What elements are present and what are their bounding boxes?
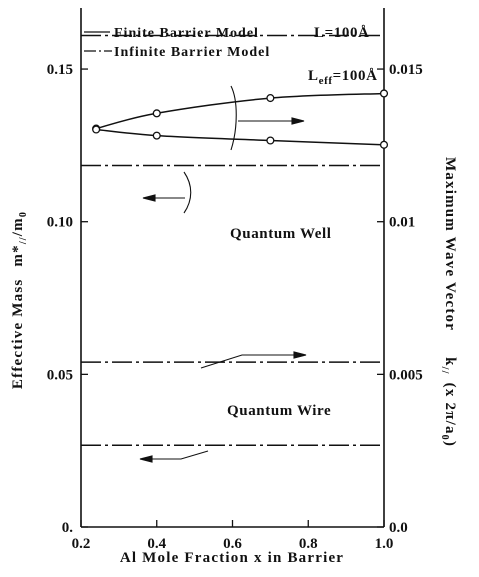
y-right-tick-label: 0.0 bbox=[389, 520, 408, 536]
wire-right-axis-arrow bbox=[200, 354, 303, 369]
y-right-tick-label: 0.005 bbox=[389, 367, 423, 383]
x-tick-label: 1.0 bbox=[375, 536, 394, 552]
wire-left-axis-arrowhead bbox=[139, 455, 153, 463]
y-left-tick-label: 0.15 bbox=[47, 62, 73, 78]
x-tick-label: 0.4 bbox=[147, 536, 166, 552]
axis-pointer-arrows bbox=[139, 85, 307, 463]
wire-left-axis-arrow bbox=[143, 450, 209, 460]
annotation-quantum-wire: Quantum Wire bbox=[227, 403, 331, 419]
y-right-tick-label: 0.015 bbox=[389, 62, 423, 78]
x-axis-title: Al Mole Fraction x in Barrier bbox=[120, 550, 344, 566]
annotation-quantum-well: Quantum Well bbox=[230, 226, 332, 242]
data-point bbox=[379, 89, 389, 98]
y-left-tick-label: 0. bbox=[62, 520, 74, 536]
legend-label-infinite: Infinite Barrier Model bbox=[114, 45, 270, 60]
wire-right-axis-arrowhead bbox=[293, 351, 307, 359]
data-point bbox=[379, 140, 389, 149]
series-line-2 bbox=[96, 128, 385, 146]
data-point bbox=[266, 136, 275, 145]
y-right-tick-label: 0.01 bbox=[389, 215, 415, 231]
data-point bbox=[92, 125, 101, 134]
x-tick-label: 0.2 bbox=[72, 536, 91, 552]
well-right-axis-arrowhead bbox=[291, 117, 305, 125]
y-left-axis-title: Effective Massm*///m0 bbox=[10, 211, 29, 389]
legend-label-finite: Finite Barrier Model bbox=[114, 26, 259, 41]
data-point bbox=[266, 94, 275, 103]
annotation-Leff: Leff=100Å bbox=[308, 68, 378, 87]
ticks: 0.2 0.4 0.6 0.8 1.0 0. 0.05 0.10 0.15 0.0 0.005 0.0… bbox=[47, 62, 423, 552]
y-left-tick-label: 0.05 bbox=[47, 367, 73, 383]
data-point bbox=[152, 109, 161, 118]
well-left-axis-arrowhead bbox=[142, 194, 156, 202]
series-line-1 bbox=[95, 92, 385, 130]
x-tick-label: 0.6 bbox=[223, 536, 242, 552]
annotation-L: L=100Å bbox=[314, 25, 370, 41]
data-point bbox=[152, 131, 161, 140]
y-right-axis-title: Maximum Wave Vectork//(x 2π/a0) bbox=[439, 157, 458, 447]
y-left-tick-label: 0.10 bbox=[47, 215, 73, 231]
well-right-axis-arrow bbox=[230, 85, 237, 151]
well-left-axis-arrow bbox=[183, 171, 192, 214]
series-layer bbox=[81, 34, 389, 446]
x-tick-label: 0.8 bbox=[299, 536, 318, 552]
legend: Finite Barrier Model Infinite Barrier Mo… bbox=[84, 26, 270, 60]
